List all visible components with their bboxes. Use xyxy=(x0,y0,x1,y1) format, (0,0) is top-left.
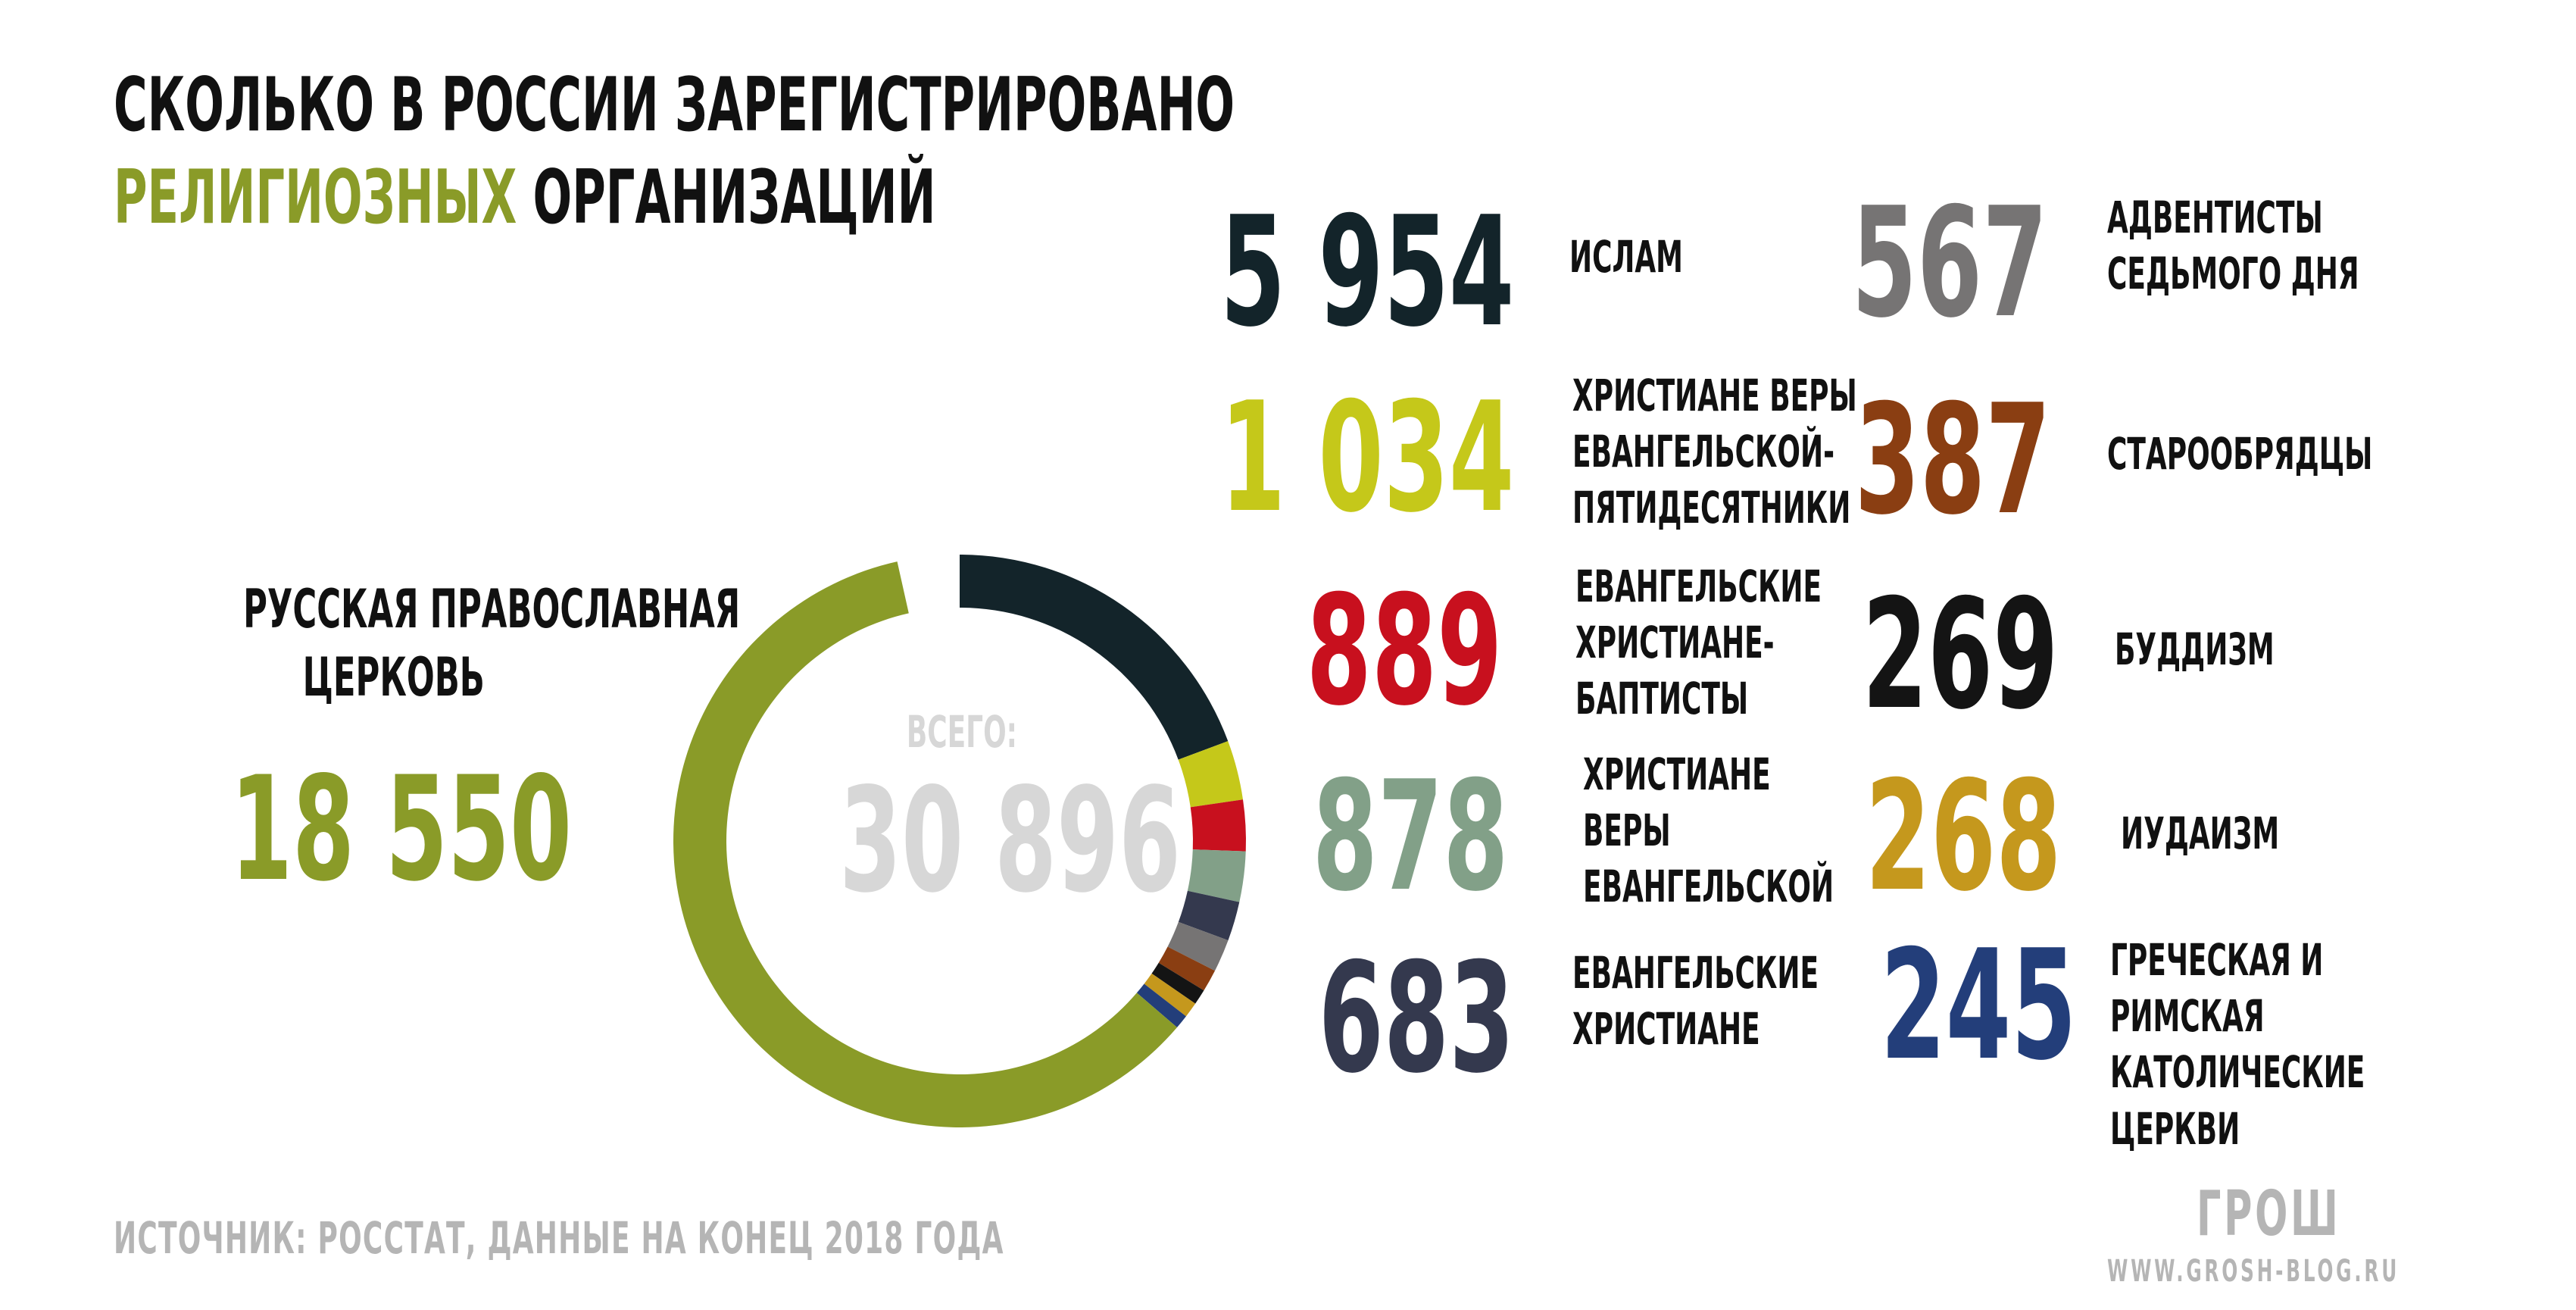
stat-value-pentecostals: 1 034 xyxy=(1040,383,1514,534)
stat-label-evangelical-christians-line-1: ЕВАНГЕЛЬСКИЕ xyxy=(1572,947,1819,999)
stat-value-old-believers: 387 xyxy=(1735,385,2050,536)
stat-value-buddhism-text: 269 xyxy=(1862,567,2058,743)
stat-value-old-believers-text: 387 xyxy=(1854,372,2050,549)
stat-label-pentecostals: ХРИСТИАНЕ ВЕРЫ ЕВАНГЕЛЬСКОЙ- ПЯТИДЕСЯТНИ… xyxy=(1572,367,2031,536)
stat-value-buddhism: 269 xyxy=(1742,580,2058,731)
stat-value-catholic-text: 245 xyxy=(1880,918,2076,1094)
stat-label-catholic-line-3: КАТОЛИЧЕСКИЕ xyxy=(2110,1046,2365,1099)
featured-value-text: 18 550 xyxy=(230,746,573,913)
stat-label-evangelical-faith: ХРИСТИАНЕ ВЕРЫ ЕВАНГЕЛЬСКОЙ xyxy=(1583,746,1987,915)
stat-label-adventists: АДВЕНТИСТЫ СЕДЬМОГО ДНЯ xyxy=(2107,189,2513,302)
stat-label-catholic-line-2: РИМСКАЯ xyxy=(2110,990,2265,1043)
stat-label-catholic: ГРЕЧЕСКАЯ И РИМСКАЯ КАТОЛИЧЕСКИЕ ЦЕРКВИ xyxy=(2110,932,2521,1157)
stat-label-pentecostals-line-3: ПЯТИДЕСЯТНИКИ xyxy=(1572,482,1851,534)
stat-value-evangelical-faith-text: 878 xyxy=(1312,749,1508,925)
stat-label-adventists-line-1: АДВЕНТИСТЫ xyxy=(2107,192,2323,243)
featured-value: 18 550 xyxy=(98,758,704,902)
donut-slice xyxy=(1190,799,1247,852)
stat-label-pentecostals-line-1: ХРИСТИАНЕ ВЕРЫ xyxy=(1572,370,1857,421)
brand-logo: ГРОШ xyxy=(2197,1178,2429,1250)
title-highlight: РЕЛИГИОЗНЫХ xyxy=(114,155,517,241)
stat-label-judaism: ИУДАИЗМ xyxy=(2121,805,2376,861)
donut-slice xyxy=(1178,741,1244,808)
stat-label-catholic-line-1: ГРЕЧЕСКАЯ И xyxy=(2110,934,2324,986)
donut-slice xyxy=(960,555,1229,760)
stat-value-evangelical-christians: 683 xyxy=(1198,943,1514,1095)
featured-label-line-1: РУССКАЯ ПРАВОСЛАВНАЯ xyxy=(243,578,741,640)
stat-value-islam-text: 5 954 xyxy=(1219,184,1514,361)
stat-value-pentecostals-text: 1 034 xyxy=(1219,370,1514,546)
donut-slice xyxy=(1158,946,1215,991)
total-label: ВСЕГО: xyxy=(810,706,1113,758)
source-note-text: ИСТОЧНИК: РОССТАТ, ДАННЫЕ НА КОНЕЦ 2018 … xyxy=(114,1212,1004,1264)
stat-value-baptists-text: 889 xyxy=(1306,563,1502,739)
page-title-line-2: РЕЛИГИОЗНЫХ ОРГАНИЗАЦИЙ xyxy=(114,161,1440,235)
stat-label-evangelical-faith-line-3: ЕВАНГЕЛЬСКОЙ xyxy=(1583,861,1834,913)
stat-label-buddhism-line: БУДДИЗМ xyxy=(2115,624,2275,675)
donut-slice xyxy=(1187,849,1246,902)
stat-label-islam-line: ИСЛАМ xyxy=(1569,231,1683,283)
total-value: 30 896 xyxy=(735,769,1189,913)
stat-label-pentecostals-line-2: ЕВАНГЕЛЬСКОЙ- xyxy=(1572,426,1835,478)
stat-value-baptists: 889 xyxy=(1186,576,1502,727)
donut-slice xyxy=(1144,973,1196,1017)
stat-label-catholic-line-4: ЦЕРКВИ xyxy=(2110,1102,2240,1155)
stat-label-adventists-line-2: СЕДЬМОГО ДНЯ xyxy=(2107,248,2359,300)
stat-value-islam: 5 954 xyxy=(1040,197,1514,349)
stat-value-judaism-text: 268 xyxy=(1865,749,2061,925)
stat-label-old-believers: СТАРООБРЯДЦЫ xyxy=(2107,426,2535,482)
total-value-text: 30 896 xyxy=(839,757,1182,924)
featured-label: РУССКАЯ ПРАВОСЛАВНАЯ ЦЕРКОВЬ xyxy=(91,576,740,711)
total-label-text: ВСЕГО: xyxy=(906,706,1018,758)
title-line-1-text: СКОЛЬКО В РОССИИ ЗАРЕГИСТРИРОВАНО xyxy=(114,62,1235,149)
stat-label-buddhism: БУДДИЗМ xyxy=(2115,621,2372,677)
donut-slice xyxy=(1136,983,1186,1027)
stat-value-catholic: 245 xyxy=(1760,930,2076,1082)
stat-value-adventists: 567 xyxy=(1731,188,2047,339)
site-url: WWW.GROSH-BLOG.RU xyxy=(2107,1254,2576,1289)
stat-label-evangelical-christians: ЕВАНГЕЛЬСКИЕ ХРИСТИАНЕ xyxy=(1572,945,1969,1057)
title-line-2-text: РЕЛИГИОЗНЫХ ОРГАНИЗАЦИЙ xyxy=(114,161,935,235)
stat-label-evangelical-faith-line-1: ХРИСТИАНЕ xyxy=(1583,749,1771,800)
page-title-line-1: СКОЛЬКО В РОССИИ ЗАРЕГИСТРИРОВАНО xyxy=(114,68,1922,142)
stat-label-baptists-line-1: ЕВАНГЕЛЬСКИЕ xyxy=(1575,561,1822,612)
stat-value-evangelical-faith: 878 xyxy=(1192,761,1508,913)
donut-slice xyxy=(1167,921,1229,971)
stat-label-baptists: ЕВАНГЕЛЬСКИЕ ХРИСТИАНЕ- БАПТИСТЫ xyxy=(1575,558,1972,727)
donut-slice xyxy=(1151,962,1204,1004)
stat-label-judaism-line: ИУДАИЗМ xyxy=(2121,808,2280,859)
stat-label-islam: ИСЛАМ xyxy=(1569,229,1753,285)
source-note: ИСТОЧНИК: РОССТАТ, ДАННЫЕ НА КОНЕЦ 2018 … xyxy=(114,1212,1550,1264)
brand-logo-text: ГРОШ xyxy=(2197,1178,2341,1250)
title-rest: ОРГАНИЗАЦИЙ xyxy=(517,155,936,241)
donut-slice xyxy=(673,561,1178,1127)
stat-value-adventists-text: 567 xyxy=(1851,175,2047,352)
stat-value-evangelical-christians-text: 683 xyxy=(1318,930,1514,1107)
site-url-text: WWW.GROSH-BLOG.RU xyxy=(2107,1254,2400,1289)
stat-label-evangelical-christians-line-2: ХРИСТИАНЕ xyxy=(1572,1003,1760,1055)
stat-label-baptists-line-2: ХРИСТИАНЕ- xyxy=(1575,617,1775,669)
stat-label-evangelical-faith-line-2: ВЕРЫ xyxy=(1583,805,1671,857)
stat-label-baptists-line-3: БАПТИСТЫ xyxy=(1575,673,1749,725)
donut-slice xyxy=(1178,890,1240,941)
featured-label-line-2: ЦЕРКОВЬ xyxy=(302,646,486,708)
stat-label-old-believers-line: СТАРООБРЯДЦЫ xyxy=(2107,428,2373,480)
stat-value-judaism: 268 xyxy=(1745,761,2061,913)
